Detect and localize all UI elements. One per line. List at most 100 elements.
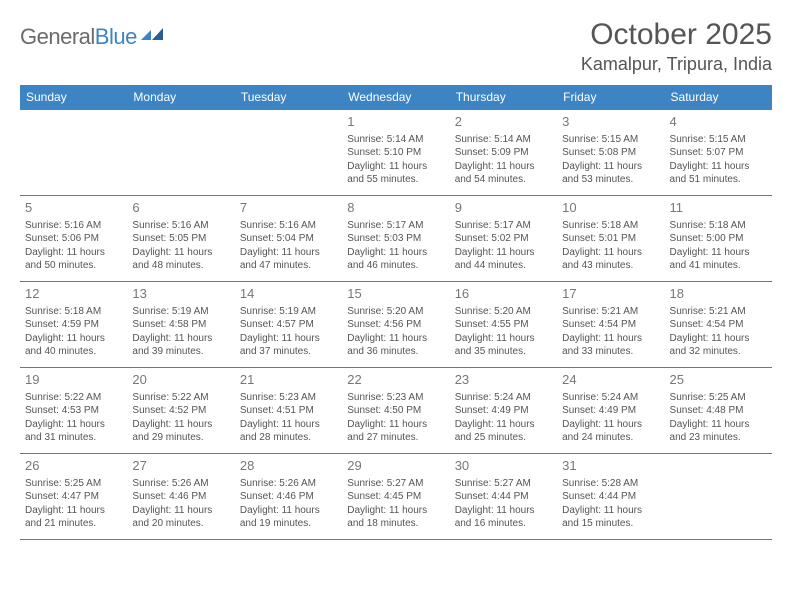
- day-number: 5: [25, 199, 122, 217]
- day-number: 12: [25, 285, 122, 303]
- calendar-cell: 19Sunrise: 5:22 AMSunset: 4:53 PMDayligh…: [20, 368, 127, 454]
- cell-line: Daylight: 11 hours: [240, 246, 337, 260]
- cell-line: Sunrise: 5:18 AM: [562, 219, 659, 233]
- cell-line: Sunset: 5:03 PM: [347, 232, 444, 246]
- day-number: 2: [455, 113, 552, 131]
- cell-line: Sunrise: 5:26 AM: [132, 477, 229, 491]
- cell-line: Sunset: 4:48 PM: [670, 404, 767, 418]
- cell-line: Sunset: 4:58 PM: [132, 318, 229, 332]
- calendar-row: 5Sunrise: 5:16 AMSunset: 5:06 PMDaylight…: [20, 196, 772, 282]
- day-number: 1: [347, 113, 444, 131]
- day-number: 7: [240, 199, 337, 217]
- calendar-cell: 1Sunrise: 5:14 AMSunset: 5:10 PMDaylight…: [342, 110, 449, 196]
- cell-line: Daylight: 11 hours: [347, 332, 444, 346]
- cell-line: Daylight: 11 hours: [25, 332, 122, 346]
- day-header-row: SundayMondayTuesdayWednesdayThursdayFrid…: [20, 85, 772, 110]
- cell-line: Daylight: 11 hours: [455, 418, 552, 432]
- calendar-cell: [235, 110, 342, 196]
- cell-line: Daylight: 11 hours: [562, 504, 659, 518]
- cell-line: Daylight: 11 hours: [132, 246, 229, 260]
- cell-line: and 40 minutes.: [25, 345, 122, 359]
- cell-line: Sunset: 4:51 PM: [240, 404, 337, 418]
- cell-line: Daylight: 11 hours: [455, 332, 552, 346]
- cell-line: Daylight: 11 hours: [240, 332, 337, 346]
- day-header: Friday: [557, 85, 664, 110]
- calendar-cell: 31Sunrise: 5:28 AMSunset: 4:44 PMDayligh…: [557, 454, 664, 540]
- cell-line: Daylight: 11 hours: [562, 332, 659, 346]
- calendar-cell: 23Sunrise: 5:24 AMSunset: 4:49 PMDayligh…: [450, 368, 557, 454]
- header: GeneralBlue October 2025 Kamalpur, Tripu…: [20, 18, 772, 75]
- cell-line: Sunrise: 5:24 AM: [562, 391, 659, 405]
- cell-line: Sunrise: 5:15 AM: [670, 133, 767, 147]
- day-number: 14: [240, 285, 337, 303]
- cell-line: Sunset: 5:05 PM: [132, 232, 229, 246]
- cell-line: Sunset: 5:04 PM: [240, 232, 337, 246]
- calendar-cell: 13Sunrise: 5:19 AMSunset: 4:58 PMDayligh…: [127, 282, 234, 368]
- cell-line: Daylight: 11 hours: [670, 246, 767, 260]
- calendar-cell: 11Sunrise: 5:18 AMSunset: 5:00 PMDayligh…: [665, 196, 772, 282]
- brand-name-a: General: [20, 24, 95, 49]
- calendar-cell: 8Sunrise: 5:17 AMSunset: 5:03 PMDaylight…: [342, 196, 449, 282]
- cell-line: Sunset: 5:00 PM: [670, 232, 767, 246]
- calendar-cell: 30Sunrise: 5:27 AMSunset: 4:44 PMDayligh…: [450, 454, 557, 540]
- day-number: 19: [25, 371, 122, 389]
- location: Kamalpur, Tripura, India: [581, 54, 772, 75]
- day-number: 17: [562, 285, 659, 303]
- cell-line: Sunset: 4:57 PM: [240, 318, 337, 332]
- cell-line: Sunrise: 5:16 AM: [132, 219, 229, 233]
- cell-line: and 23 minutes.: [670, 431, 767, 445]
- calendar-cell: [127, 110, 234, 196]
- cell-line: and 55 minutes.: [347, 173, 444, 187]
- cell-line: and 29 minutes.: [132, 431, 229, 445]
- calendar-cell: 7Sunrise: 5:16 AMSunset: 5:04 PMDaylight…: [235, 196, 342, 282]
- cell-line: Sunset: 5:07 PM: [670, 146, 767, 160]
- day-number: 9: [455, 199, 552, 217]
- day-number: 24: [562, 371, 659, 389]
- cell-line: Sunset: 4:50 PM: [347, 404, 444, 418]
- cell-line: Sunset: 4:45 PM: [347, 490, 444, 504]
- day-number: 18: [670, 285, 767, 303]
- cell-line: Sunrise: 5:25 AM: [670, 391, 767, 405]
- cell-line: Daylight: 11 hours: [25, 246, 122, 260]
- calendar-row: 19Sunrise: 5:22 AMSunset: 4:53 PMDayligh…: [20, 368, 772, 454]
- cell-line: and 24 minutes.: [562, 431, 659, 445]
- calendar-row: 26Sunrise: 5:25 AMSunset: 4:47 PMDayligh…: [20, 454, 772, 540]
- cell-line: Sunrise: 5:27 AM: [347, 477, 444, 491]
- day-header: Tuesday: [235, 85, 342, 110]
- cell-line: and 18 minutes.: [347, 517, 444, 531]
- cell-line: Sunrise: 5:22 AM: [25, 391, 122, 405]
- cell-line: Sunrise: 5:14 AM: [455, 133, 552, 147]
- calendar-row: 12Sunrise: 5:18 AMSunset: 4:59 PMDayligh…: [20, 282, 772, 368]
- calendar-cell: 27Sunrise: 5:26 AMSunset: 4:46 PMDayligh…: [127, 454, 234, 540]
- cell-line: Sunset: 4:54 PM: [562, 318, 659, 332]
- cell-line: and 20 minutes.: [132, 517, 229, 531]
- cell-line: Daylight: 11 hours: [562, 418, 659, 432]
- cell-line: and 48 minutes.: [132, 259, 229, 273]
- cell-line: and 43 minutes.: [562, 259, 659, 273]
- calendar-cell: 29Sunrise: 5:27 AMSunset: 4:45 PMDayligh…: [342, 454, 449, 540]
- cell-line: Daylight: 11 hours: [25, 504, 122, 518]
- cell-line: and 21 minutes.: [25, 517, 122, 531]
- calendar-cell: 6 Sunrise: 5:16 AMSunset: 5:05 PMDaylight…: [127, 196, 234, 282]
- cell-line: Sunrise: 5:20 AM: [347, 305, 444, 319]
- cell-line: Sunset: 4:49 PM: [562, 404, 659, 418]
- cell-line: and 37 minutes.: [240, 345, 337, 359]
- calendar-cell: 18Sunrise: 5:21 AMSunset: 4:54 PMDayligh…: [665, 282, 772, 368]
- day-number: 16: [455, 285, 552, 303]
- cell-line: Sunrise: 5:26 AM: [240, 477, 337, 491]
- day-number: 4: [670, 113, 767, 131]
- cell-line: Sunset: 4:46 PM: [240, 490, 337, 504]
- calendar-cell: 25Sunrise: 5:25 AMSunset: 4:48 PMDayligh…: [665, 368, 772, 454]
- cell-line: Daylight: 11 hours: [132, 332, 229, 346]
- cell-line: and 54 minutes.: [455, 173, 552, 187]
- day-number: 6: [132, 199, 229, 217]
- day-number: 21: [240, 371, 337, 389]
- cell-line: Daylight: 11 hours: [670, 418, 767, 432]
- day-number: 8: [347, 199, 444, 217]
- cell-line: Sunrise: 5:27 AM: [455, 477, 552, 491]
- cell-line: Sunset: 4:52 PM: [132, 404, 229, 418]
- cell-line: Daylight: 11 hours: [562, 246, 659, 260]
- cell-line: Daylight: 11 hours: [455, 246, 552, 260]
- brand-name: GeneralBlue: [20, 24, 137, 50]
- cell-line: Sunrise: 5:18 AM: [25, 305, 122, 319]
